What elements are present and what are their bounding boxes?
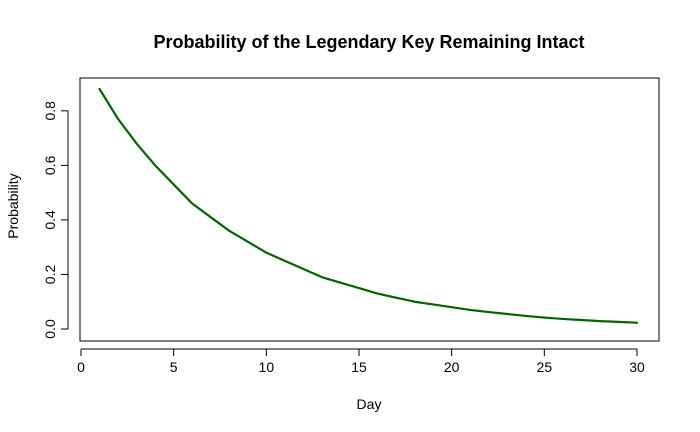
y-tick-label: 0.8 [42, 101, 58, 121]
y-tick-label: 0.0 [42, 319, 58, 339]
x-axis-label: Day [357, 396, 382, 412]
x-tick-label: 20 [444, 359, 460, 375]
plot-frame [79, 77, 660, 342]
y-tick-label: 0.2 [42, 265, 58, 285]
x-tick-label: 0 [77, 359, 85, 375]
x-tick-label: 30 [629, 359, 645, 375]
y-tick-label: 0.6 [42, 155, 58, 175]
x-tick-label: 25 [537, 359, 553, 375]
series-layer [98, 87, 639, 324]
series-line [98, 87, 639, 324]
x-tick-label: 5 [170, 359, 178, 375]
chart-title: Probability of the Legendary Key Remaini… [153, 32, 584, 52]
y-axis-label: Probability [5, 173, 21, 238]
y-axis: 0.0 0.2 0.4 0.6 0.8 [42, 101, 69, 339]
x-axis: 0 5 10 15 20 25 30 [77, 348, 645, 375]
x-tick-label: 10 [259, 359, 275, 375]
y-tick-label: 0.4 [42, 210, 58, 230]
x-tick-label: 15 [351, 359, 367, 375]
